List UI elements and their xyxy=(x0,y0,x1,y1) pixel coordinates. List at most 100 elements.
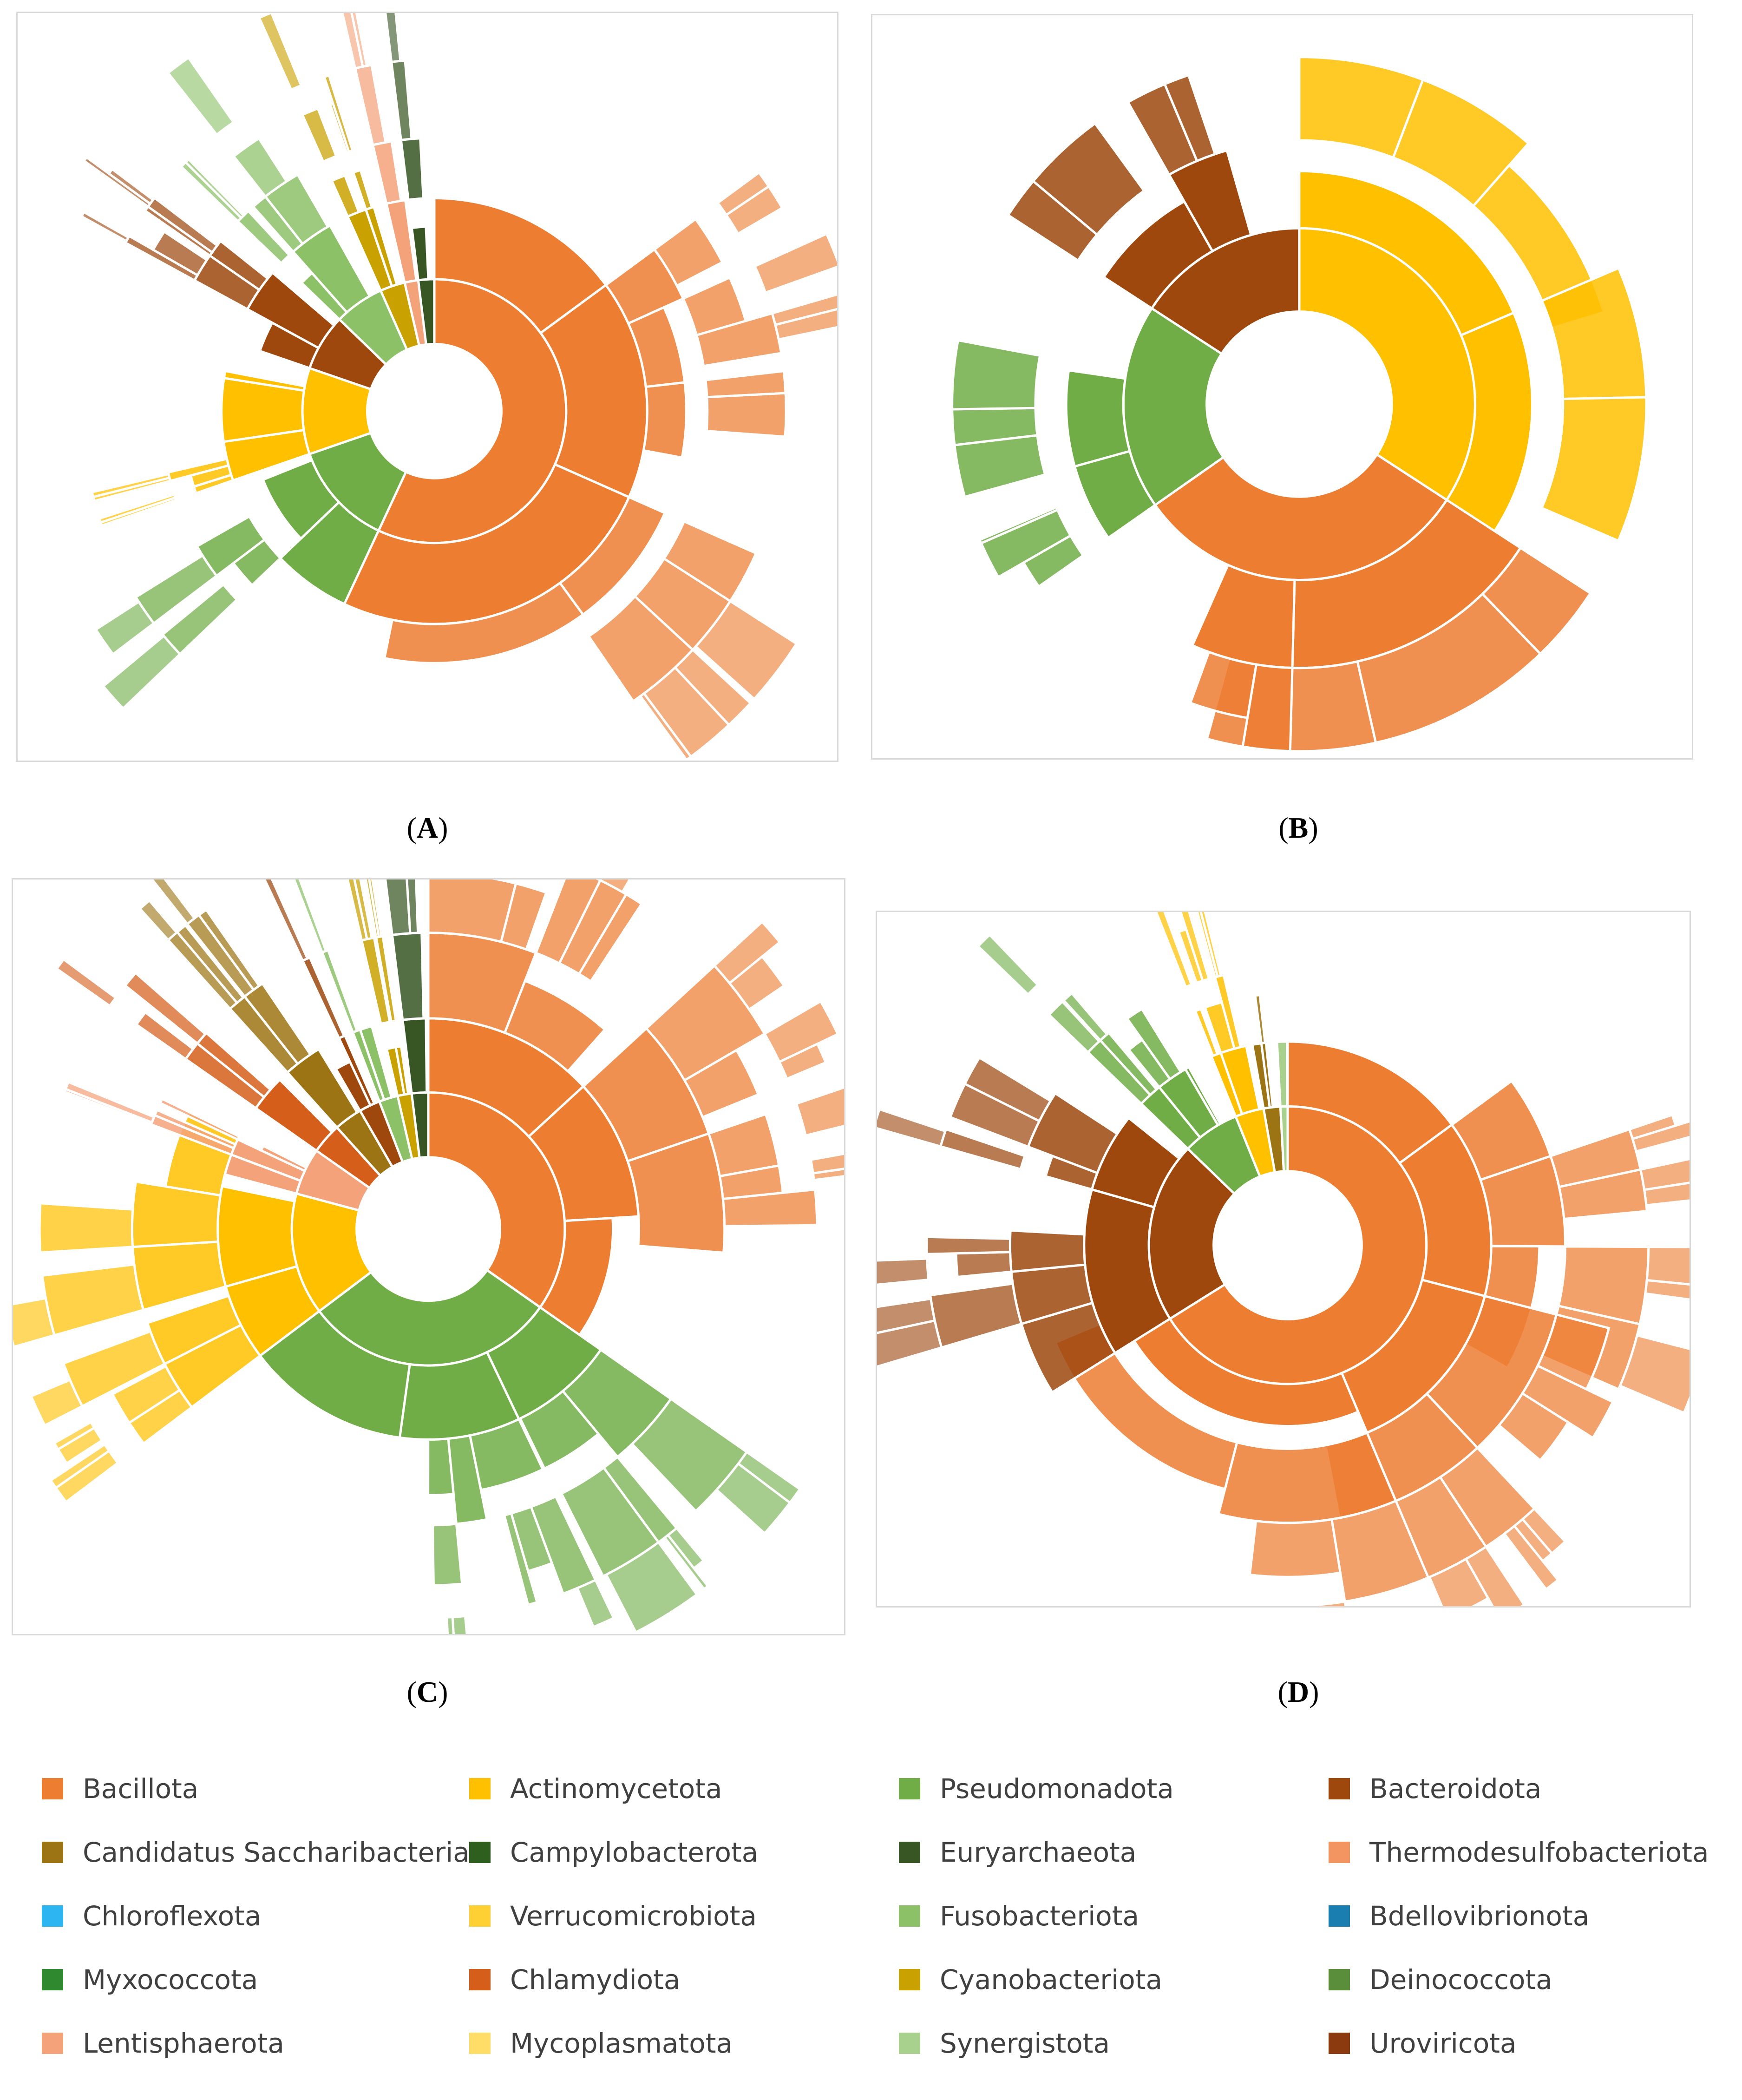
segment-candidatus-saccharibacteria-l2 xyxy=(1254,993,1267,1045)
legend-item: Synergistota xyxy=(899,2027,1110,2060)
segment-bacillota-l3 xyxy=(1497,1391,1570,1462)
legend-label: Chloroflexota xyxy=(83,1900,262,1932)
segment-lentisphaerota-l2 xyxy=(158,1097,241,1141)
segment-fusobacteriota-l3 xyxy=(293,879,328,954)
segment-bacillota-l2 xyxy=(383,581,585,664)
chart-panel-c xyxy=(12,878,845,1635)
segment-pseudomonadota-l1 xyxy=(1184,1065,1222,1127)
legend-label: Synergistota xyxy=(940,2028,1110,2059)
chart-panel-a xyxy=(16,12,838,762)
segment-bacillota-l4 xyxy=(1631,1120,1690,1153)
segment-cyanobacteriota-l2 xyxy=(330,174,360,218)
segment-candidatus-saccharibacteria-l3 xyxy=(175,924,245,1004)
sunburst-a xyxy=(54,13,837,761)
segment-bacteroidota-l3 xyxy=(929,1282,1023,1349)
segment-cyanobacteriota-l3 xyxy=(322,74,354,153)
legend-swatch xyxy=(1329,1842,1350,1863)
legend: Bacillota Actinomycetota Pseudomonadota Bac… xyxy=(42,1772,1723,2088)
legend-item: Thermodesulfobacteriota xyxy=(1329,1836,1709,1869)
segment-pseudomonadota-l3 xyxy=(1062,991,1109,1042)
segment-cyanobacteriota-l3 xyxy=(353,879,373,941)
segment-actinomycetota-l2 xyxy=(131,1240,228,1312)
segment-bacillota-l3 xyxy=(683,1048,760,1119)
segment-lentisphaerota-l3 xyxy=(64,1080,156,1124)
legend-item: Chlamydiota xyxy=(469,1963,680,1996)
legend-label: Bdellovibrionota xyxy=(1369,1900,1590,1932)
legend-swatch xyxy=(1329,1969,1350,1990)
legend-swatch xyxy=(899,1778,920,1799)
legend-item: Bacillota xyxy=(42,1772,198,1805)
segment-bacillota-l3 xyxy=(499,882,548,951)
legend-item: Campylobacterota xyxy=(469,1836,758,1869)
legend-swatch xyxy=(42,1842,63,1863)
legend-swatch xyxy=(469,1969,491,1990)
segment-euryarchaeota-l2 xyxy=(391,932,425,1022)
segment-bacillota-l4 xyxy=(727,955,786,1011)
segment-bacteroidota-l4 xyxy=(82,156,152,209)
legend-swatch xyxy=(1329,2033,1350,2054)
legend-swatch xyxy=(42,2033,63,2054)
segment-fusobacteriota-l3 xyxy=(184,158,245,220)
segment-fusobacteriota-l2 xyxy=(321,948,359,1034)
segment-bacteroidota-l3 xyxy=(955,1251,1013,1279)
segment-candidatus-saccharibacteria-l3 xyxy=(197,908,261,991)
segment-bacillota-l2 xyxy=(503,979,607,1073)
segment-synergistota-l1 xyxy=(1276,1040,1289,1108)
legend-swatch xyxy=(469,1842,491,1863)
segment-bacillota-l3 xyxy=(653,217,724,288)
segment-euryarchaeota-l2 xyxy=(399,137,425,201)
chart-panel-d xyxy=(876,911,1691,1608)
segment-cyanobacteriota-l4 xyxy=(257,13,303,92)
segment-bacillota-l4 xyxy=(725,184,784,236)
segment-bacillota-l4 xyxy=(1643,1181,1690,1207)
legend-item: Bdellovibrionota xyxy=(1329,1900,1589,1932)
segment-pseudomonadota-l4 xyxy=(663,1533,710,1591)
segment-actinomycetota-l3 xyxy=(41,1263,145,1337)
segment-actinomycetota-l3 xyxy=(1155,912,1193,989)
legend-swatch xyxy=(42,1969,63,1990)
segment-bacteroidota-l4 xyxy=(877,1257,930,1286)
segment-bacillota-l4 xyxy=(795,1086,844,1137)
legend-item: Candidatus Saccharibacteria xyxy=(42,1836,470,1869)
legend-item: Fusobacteriota xyxy=(899,1900,1139,1932)
legend-label: Verrucomicrobiota xyxy=(510,1900,757,1932)
segment-actinomycetota-l4 xyxy=(13,1297,56,1348)
legend-label: Chlamydiota xyxy=(510,1964,681,1995)
segment-pseudomonadota-l3 xyxy=(431,1522,464,1587)
panel-label-d: (D) xyxy=(1277,1675,1319,1708)
segment-cyanobacteriota-l2 xyxy=(352,168,373,211)
legend-swatch xyxy=(899,2033,920,2054)
legend-label: Lentisphaerota xyxy=(83,2028,284,2059)
segment-actinomycetota-l3 xyxy=(1199,912,1223,978)
segment-actinomycetota-l3 xyxy=(38,1202,134,1254)
segment-bacteroidota-l2 xyxy=(1031,122,1146,236)
segment-actinomycetota-l2 xyxy=(1540,396,1648,543)
legend-label: Uroviricota xyxy=(1369,2028,1517,2059)
legend-label: Pseudomonadota xyxy=(940,1773,1174,1805)
legend-item: Deinococcota xyxy=(1329,1963,1552,1996)
segment-bacillota-l3 xyxy=(705,392,787,438)
segment-pseudomonadota-l2 xyxy=(518,1389,600,1470)
chart-panel-b xyxy=(871,14,1693,760)
segment-lentisphaerota-l1 xyxy=(259,1144,308,1173)
legend-item: Cyanobacteriota xyxy=(899,1963,1162,1996)
segment-bacillota-l4 xyxy=(1644,1279,1690,1301)
segment-bacteroidota-l4 xyxy=(877,1108,947,1148)
segment-bacillota-l4 xyxy=(1503,1524,1560,1591)
legend-item: Actinomycetota xyxy=(469,1772,722,1805)
segment-euryarchaeota-l4 xyxy=(384,13,402,64)
panel-label-a: (A) xyxy=(406,811,448,844)
sunburst-d xyxy=(877,912,1690,1606)
segment-bacillota-l2 xyxy=(1189,650,1258,720)
legend-label: Mycoplasmatota xyxy=(510,2028,733,2059)
segment-actinomycetota-l1 xyxy=(223,369,306,392)
segment-bacteroidota-l3 xyxy=(151,230,209,277)
legend-swatch xyxy=(1329,1778,1350,1799)
legend-swatch xyxy=(469,2033,491,2054)
segment-euryarchaeota-l1 xyxy=(410,225,430,282)
legend-label: Thermodesulfobacteriota xyxy=(1369,1837,1709,1868)
segment-chlamydiota-l4 xyxy=(55,958,118,1008)
segment-bacteroidota-l2 xyxy=(301,956,346,1040)
segment-pseudomonadota-l4 xyxy=(445,1615,455,1634)
segment-fusobacteriota-l3 xyxy=(179,160,243,223)
